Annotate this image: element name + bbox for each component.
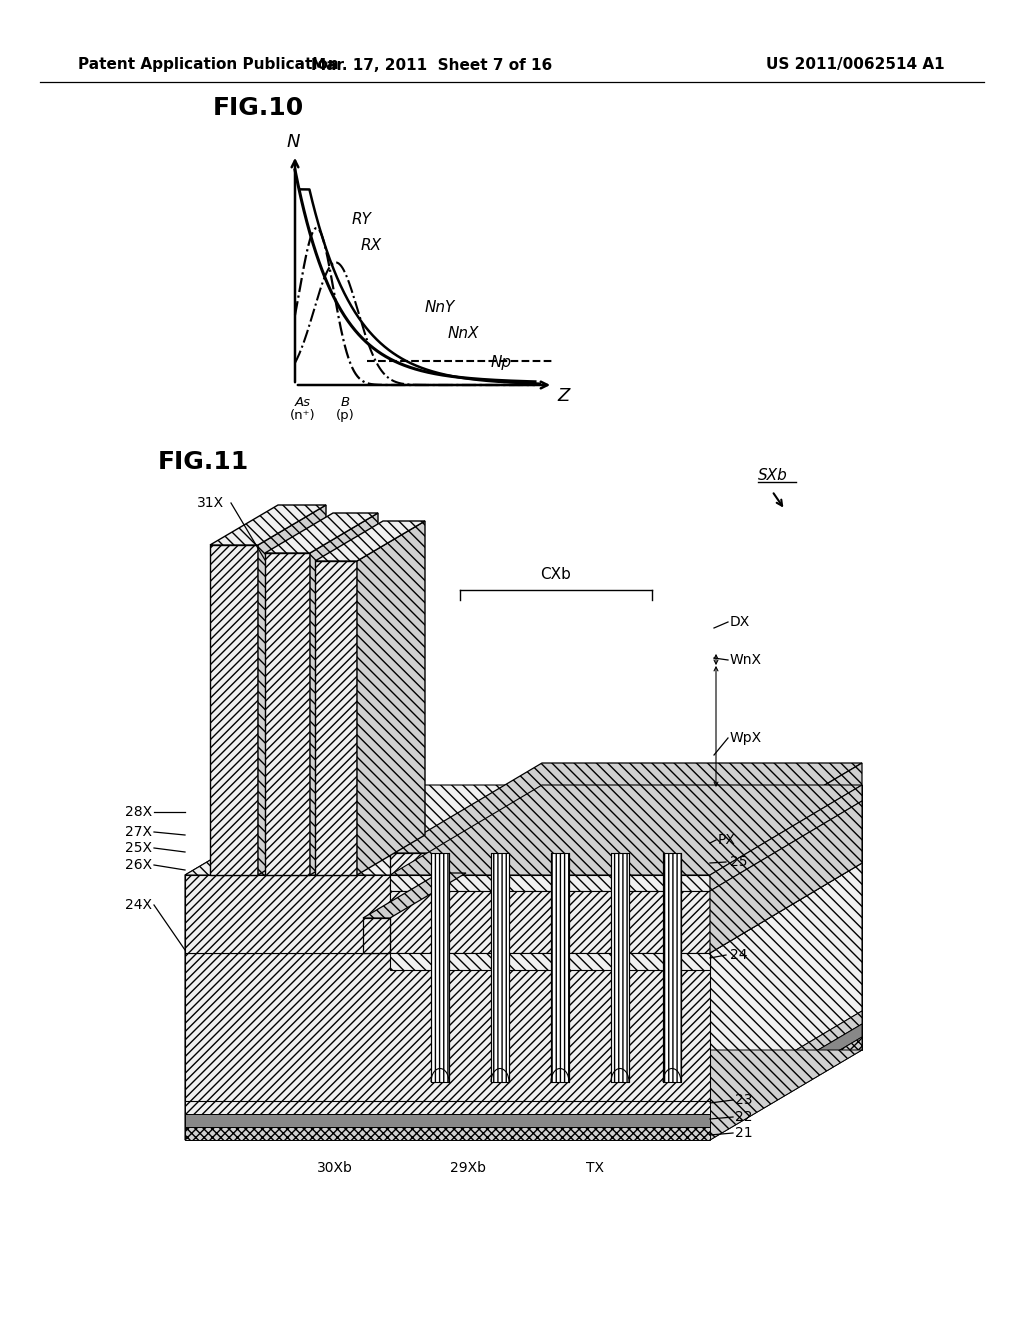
Text: WpX: WpX	[730, 731, 762, 744]
Text: 29Xb: 29Xb	[450, 1162, 486, 1175]
Text: 23: 23	[735, 1093, 753, 1107]
Text: 28X: 28X	[125, 805, 152, 818]
Polygon shape	[710, 1011, 862, 1114]
Text: Mar. 17, 2011  Sheet 7 of 16: Mar. 17, 2011 Sheet 7 of 16	[311, 58, 553, 73]
Polygon shape	[337, 785, 862, 1049]
Polygon shape	[185, 1114, 710, 1127]
Polygon shape	[390, 763, 862, 853]
Polygon shape	[265, 553, 310, 875]
Text: RX: RX	[360, 238, 381, 252]
Text: 27X: 27X	[125, 825, 152, 840]
Text: 22: 22	[735, 1110, 753, 1125]
Polygon shape	[710, 1038, 862, 1140]
Polygon shape	[390, 953, 710, 970]
Polygon shape	[710, 863, 862, 1101]
Text: RY: RY	[352, 213, 372, 227]
Text: FIG.11: FIG.11	[158, 450, 249, 474]
Polygon shape	[185, 1101, 710, 1114]
Polygon shape	[431, 853, 449, 1082]
Polygon shape	[210, 506, 326, 545]
Text: Patent Application Publication: Patent Application Publication	[78, 58, 339, 73]
Polygon shape	[185, 953, 710, 1101]
Text: (n⁺): (n⁺)	[290, 409, 315, 422]
Polygon shape	[390, 875, 710, 891]
Text: 31X: 31X	[197, 496, 224, 510]
Polygon shape	[185, 785, 862, 875]
Polygon shape	[362, 917, 390, 953]
Polygon shape	[362, 873, 466, 917]
Text: N: N	[287, 133, 300, 150]
Text: Z: Z	[557, 387, 569, 405]
Polygon shape	[390, 875, 710, 953]
Polygon shape	[315, 561, 357, 875]
Polygon shape	[390, 785, 862, 875]
Text: SXb: SXb	[758, 469, 787, 483]
Text: Np: Np	[490, 355, 512, 370]
Polygon shape	[710, 1024, 862, 1127]
Text: As: As	[295, 396, 311, 408]
Polygon shape	[310, 513, 378, 875]
Text: TX: TX	[586, 1162, 604, 1175]
Text: B: B	[340, 396, 349, 408]
Text: CXb: CXb	[541, 568, 571, 582]
Polygon shape	[710, 801, 862, 953]
Text: 25X: 25X	[125, 841, 152, 855]
Polygon shape	[710, 785, 862, 891]
Text: WnX: WnX	[730, 653, 762, 667]
Polygon shape	[611, 853, 629, 1082]
Text: 26X: 26X	[125, 858, 152, 873]
Text: NnY: NnY	[425, 300, 456, 315]
Polygon shape	[663, 853, 681, 1082]
Polygon shape	[710, 785, 862, 953]
Text: FIG.10: FIG.10	[213, 96, 304, 120]
Text: 30Xb: 30Xb	[317, 1162, 353, 1175]
Polygon shape	[710, 763, 862, 875]
Text: 25: 25	[730, 855, 748, 869]
Text: 24: 24	[730, 948, 748, 962]
Polygon shape	[210, 545, 258, 875]
Polygon shape	[185, 1049, 862, 1140]
Text: 24X: 24X	[125, 898, 152, 912]
Polygon shape	[185, 785, 337, 1140]
Text: PX: PX	[718, 833, 736, 847]
Polygon shape	[390, 853, 710, 875]
Polygon shape	[258, 506, 326, 875]
Polygon shape	[551, 853, 569, 1082]
Text: 21: 21	[735, 1126, 753, 1140]
Polygon shape	[357, 521, 425, 875]
Polygon shape	[185, 1127, 710, 1140]
Polygon shape	[315, 521, 425, 561]
Polygon shape	[390, 891, 710, 953]
Text: NnX: NnX	[447, 326, 479, 341]
Polygon shape	[490, 853, 509, 1082]
Text: US 2011/0062514 A1: US 2011/0062514 A1	[766, 58, 944, 73]
Polygon shape	[185, 875, 390, 953]
Text: DX: DX	[730, 615, 751, 630]
Polygon shape	[265, 513, 378, 553]
Text: (p): (p)	[336, 409, 354, 422]
